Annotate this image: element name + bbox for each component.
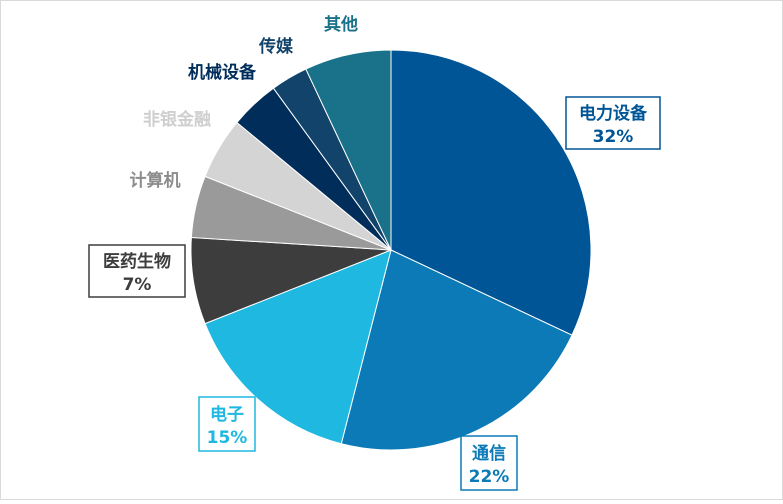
data-label-9: 其他 bbox=[324, 14, 358, 35]
data-label-box bbox=[88, 244, 186, 298]
data-label-box bbox=[460, 435, 518, 491]
slice-value-text: 32% bbox=[593, 127, 634, 147]
data-label-box bbox=[198, 396, 256, 452]
slice-value-text: 7% bbox=[123, 275, 152, 295]
slice-label-text: 其他 bbox=[324, 14, 358, 35]
slice-label-text: 计算机 bbox=[130, 170, 181, 191]
data-label-4: 医药生物 7% bbox=[88, 244, 186, 298]
slice-label-text: 医药生物 bbox=[103, 251, 171, 272]
slice-label-text: 机械设备 bbox=[188, 62, 257, 83]
slice-label-text: 传媒 bbox=[258, 36, 294, 57]
slice-label-text: 电子 bbox=[210, 404, 244, 425]
data-label-8: 传媒 bbox=[258, 36, 294, 57]
slice-label-text: 电力设备 bbox=[579, 103, 648, 124]
slice-value-text: 15% bbox=[207, 428, 248, 448]
data-label-6: 非银金融 bbox=[143, 109, 211, 130]
pie-slice-3 bbox=[204, 249, 392, 445]
pie-slice-9 bbox=[305, 49, 392, 251]
data-label-1: 电力设备 32% bbox=[565, 96, 661, 150]
data-label-7: 机械设备 bbox=[188, 62, 257, 83]
data-label-3: 电子 15% bbox=[198, 396, 256, 452]
pie-slice-1 bbox=[390, 49, 592, 336]
data-label-box bbox=[565, 96, 661, 150]
slice-label-text: 非银金融 bbox=[143, 109, 211, 130]
slice-label-text: 通信 bbox=[472, 443, 506, 464]
slice-value-text: 22% bbox=[469, 467, 510, 487]
data-label-2: 通信 22% bbox=[460, 435, 518, 491]
data-label-5: 计算机 bbox=[130, 170, 181, 191]
pie-slice-2 bbox=[340, 249, 573, 451]
